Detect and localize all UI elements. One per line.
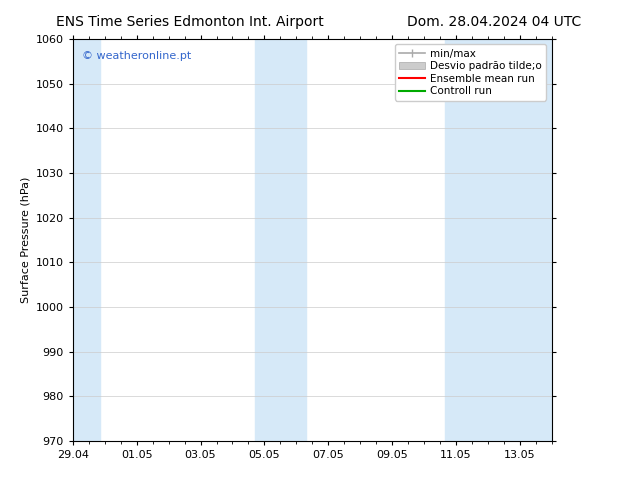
- Bar: [255, 39, 306, 441]
- Text: Dom. 28.04.2024 04 UTC: Dom. 28.04.2024 04 UTC: [408, 15, 581, 29]
- Text: © weatheronline.pt: © weatheronline.pt: [82, 51, 191, 61]
- Text: ENS Time Series Edmonton Int. Airport: ENS Time Series Edmonton Int. Airport: [56, 15, 324, 29]
- Bar: [444, 39, 561, 441]
- Bar: [63, 39, 100, 441]
- Legend: min/max, Desvio padrão tilde;o, Ensemble mean run, Controll run: min/max, Desvio padrão tilde;o, Ensemble…: [395, 45, 547, 100]
- Y-axis label: Surface Pressure (hPa): Surface Pressure (hPa): [20, 177, 30, 303]
